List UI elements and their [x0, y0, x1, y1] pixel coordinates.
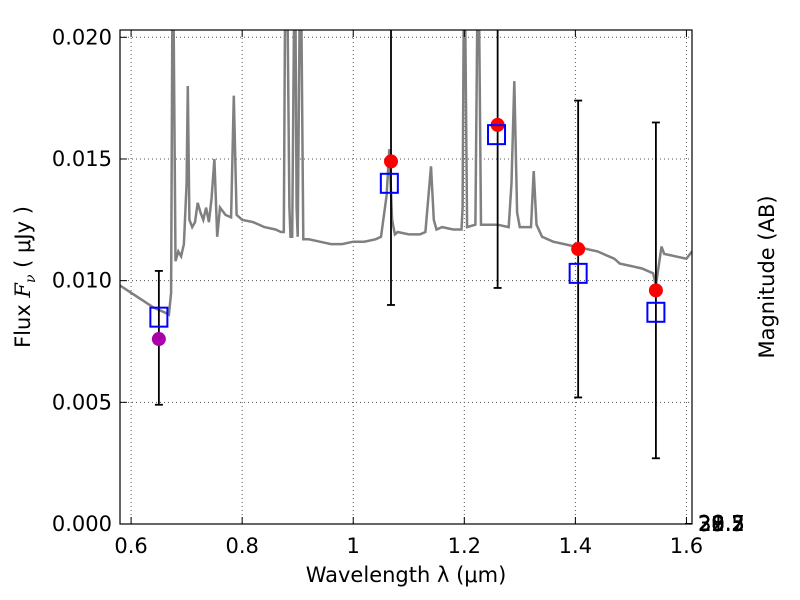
x-tick-labels: 0.6 0.8 1 1.2 1.4 1.6 — [114, 534, 703, 558]
observed-point — [571, 242, 586, 257]
model-point — [487, 124, 507, 146]
right-tick-label: 29 — [698, 512, 725, 536]
x-tick-label: 1.6 — [670, 534, 703, 558]
model-point — [149, 306, 169, 328]
model-points — [149, 124, 666, 328]
y-axis-label-suffix: ( μJy ) — [11, 206, 35, 274]
plot-area — [120, 30, 692, 460]
right-tick-label: 30.5 — [698, 512, 745, 536]
spectrum-line — [120, 30, 692, 317]
x-tick-label: 1.4 — [559, 534, 592, 558]
observed-point — [384, 154, 399, 169]
observed-points — [151, 117, 663, 347]
plot-frame — [119, 29, 693, 525]
observed-point — [648, 283, 663, 298]
right-tick-label: 32 — [698, 512, 725, 536]
x-tick-label: 0.8 — [225, 534, 258, 558]
y-axis-label-symbol: F — [11, 282, 35, 299]
model-point — [568, 262, 588, 284]
y-axis-label-prefix: Flux — [11, 298, 35, 348]
model-point — [646, 301, 666, 323]
grid-lines — [120, 30, 692, 524]
y-axis-label-right: Magnitude (AB) — [755, 195, 779, 358]
y-axis-label-left: Flux Fν ( μJy ) — [11, 206, 39, 348]
x-axis-label: Wavelength λ (μm) — [306, 563, 507, 587]
right-tick-label: 30 — [698, 512, 725, 536]
y-axis-label-subscript: ν — [23, 274, 39, 283]
x-tick-label: 0.6 — [114, 534, 147, 558]
observed-point — [151, 332, 166, 347]
right-tick-label: 28.5 — [698, 512, 745, 536]
model-point — [379, 172, 399, 194]
y-tick-label: 0.000 — [52, 512, 112, 536]
y-tick-label: 0.020 — [52, 25, 112, 49]
y-tick-label: 0.005 — [52, 390, 112, 414]
error-bars — [154, 30, 660, 460]
y-tick-label: 0.010 — [52, 269, 112, 293]
x-tick-label: 1.2 — [448, 534, 481, 558]
right-tick-label: 28.2 — [698, 512, 745, 536]
axis-ticks — [120, 30, 692, 525]
right-tick-label: 29.5 — [698, 512, 745, 536]
right-tick-label: 28.3 — [698, 512, 745, 536]
right-tick-label: 29.2 — [698, 512, 745, 536]
right-tick-label: 28.7 — [698, 512, 745, 536]
y-tick-labels: 0.000 0.005 0.010 0.015 0.020 — [52, 25, 112, 536]
right-tick-label: 31 — [698, 512, 725, 536]
y-tick-label: 0.015 — [52, 147, 112, 171]
x-tick-label: 1 — [347, 534, 360, 558]
